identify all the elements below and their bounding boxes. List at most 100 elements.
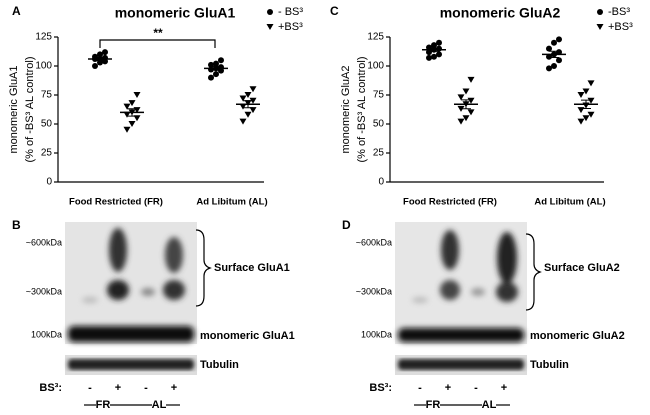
lane-label: - <box>144 382 148 394</box>
data-point <box>244 111 252 118</box>
mw-label: ~600kDa <box>26 237 62 247</box>
data-point <box>218 64 224 71</box>
blot-bands <box>398 230 524 342</box>
tubulin-band <box>68 359 194 370</box>
mw-label: ~600kDa <box>356 237 392 247</box>
significance: ** <box>153 26 163 40</box>
legend-label: +BS³ <box>608 21 633 33</box>
blot-label: Tubulin <box>200 359 239 371</box>
y-tick-label: 125 <box>367 32 384 43</box>
data-point <box>551 63 557 69</box>
lane-label: + <box>501 382 507 394</box>
blot-b <box>65 222 212 406</box>
data-point <box>92 63 98 69</box>
data-point <box>467 97 475 104</box>
y-axis-label: monomeric GluA2 <box>340 65 352 153</box>
y-tick-label: 50 <box>41 119 53 130</box>
data-point <box>577 92 585 98</box>
y-tick-label: 125 <box>35 32 52 43</box>
data-point <box>546 65 552 72</box>
bs-label: BS³: <box>369 382 392 394</box>
data-point <box>249 107 257 114</box>
legend-label: - BS³ <box>278 6 303 18</box>
y-axis-label: (% of -BS³ AL control) <box>356 57 368 163</box>
tubulin-band <box>398 359 524 370</box>
group-label: FR <box>426 399 441 411</box>
error-bar <box>127 108 137 117</box>
data-point <box>239 118 247 125</box>
data-point <box>213 71 219 78</box>
error-bar <box>429 47 439 52</box>
panel-letter: D <box>342 218 351 232</box>
blot-label: monomeric GluA1 <box>200 330 295 342</box>
data-point <box>249 86 257 93</box>
data-point <box>123 111 131 118</box>
lane-label: + <box>445 382 451 394</box>
data-point <box>556 49 562 56</box>
bs-label: BS³: <box>39 382 62 394</box>
y-tick-label: 0 <box>46 177 52 188</box>
x-tick-label: Ad Libitum (AL) <box>534 197 605 208</box>
x-tick-label: Ad Libitum (AL) <box>196 197 267 208</box>
data-point <box>436 51 442 58</box>
y-axis-label: monomeric GluA1 <box>8 65 20 153</box>
panel-letter: B <box>12 218 21 232</box>
data-point <box>239 95 247 102</box>
mw-label: 100kDa <box>361 329 392 339</box>
data-point <box>462 115 470 122</box>
bracket <box>195 229 212 307</box>
error-bar <box>581 99 591 109</box>
group-label: AL <box>482 399 497 411</box>
x-tick-label: Food Restricted (FR) <box>69 197 163 208</box>
panel-letter: C <box>330 4 339 18</box>
y-tick-label: 75 <box>41 90 53 101</box>
data-point <box>128 100 136 107</box>
legend-marker <box>267 9 273 15</box>
data-point <box>577 118 585 125</box>
mw-label: ~300kDa <box>26 286 62 296</box>
y-tick-label: 100 <box>35 61 52 72</box>
data-point <box>582 115 590 122</box>
blot-label: monomeric GluA2 <box>530 330 625 342</box>
data-point <box>462 88 470 95</box>
data-point <box>587 111 595 118</box>
data-point <box>556 57 562 64</box>
y-tick-label: 50 <box>373 119 385 130</box>
blot-d <box>395 222 542 406</box>
data-point <box>551 39 557 46</box>
data-point <box>457 118 465 125</box>
legend-label: +BS³ <box>278 21 303 33</box>
blot-label: Surface GluA1 <box>214 262 290 274</box>
x-tick-label: Food Restricted (FR) <box>403 197 497 208</box>
data-point <box>587 97 595 104</box>
y-tick-label: 0 <box>378 177 384 188</box>
data-point <box>431 53 437 60</box>
data-point <box>431 42 437 49</box>
legend-marker <box>266 24 274 30</box>
data-point <box>426 49 432 56</box>
data-point <box>436 39 442 46</box>
y-tick-label: 75 <box>373 90 385 101</box>
data-point <box>426 44 432 51</box>
error-bar <box>461 99 471 110</box>
blot-label: Surface GluA2 <box>544 262 620 274</box>
lane-label: - <box>88 382 92 394</box>
chart-title: monomeric GluA2 <box>440 5 561 21</box>
data-point <box>426 54 432 61</box>
mw-label: 100kDa <box>31 329 62 339</box>
legend-label: -BS³ <box>608 6 630 18</box>
lane-label: + <box>115 382 121 394</box>
y-tick-label: 25 <box>373 148 385 159</box>
data-point <box>582 88 590 95</box>
data-point <box>218 57 224 64</box>
data-point <box>467 109 475 116</box>
bracket <box>525 233 542 311</box>
data-point <box>133 115 141 122</box>
data-point <box>556 36 562 43</box>
data-point <box>467 76 475 83</box>
y-axis-label: (% of -BS³ AL control) <box>24 57 36 163</box>
blot-label: Tubulin <box>530 359 569 371</box>
lane-label: - <box>474 382 478 394</box>
data-point <box>208 74 214 81</box>
data-point <box>546 45 552 52</box>
